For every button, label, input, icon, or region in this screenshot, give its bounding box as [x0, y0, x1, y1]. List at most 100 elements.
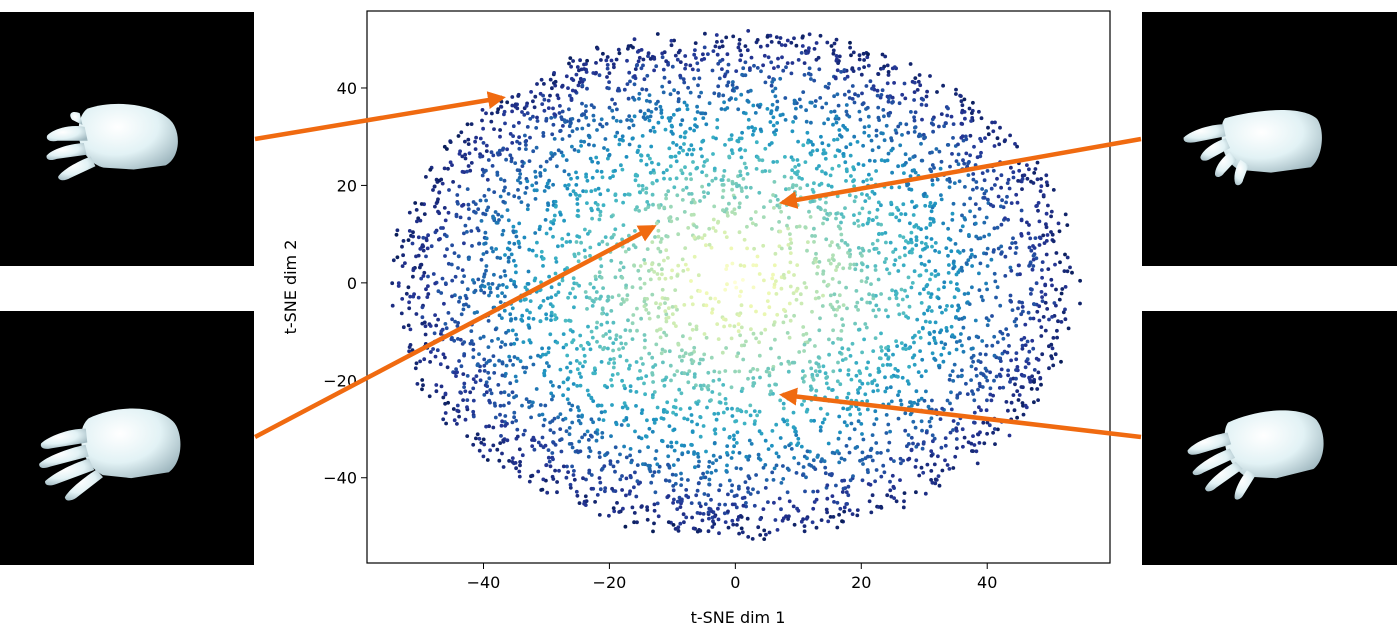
scatter-point: [628, 453, 632, 458]
scatter-point: [860, 478, 865, 483]
scatter-point: [979, 150, 983, 155]
scatter-point: [520, 313, 525, 318]
scatter-point: [628, 389, 633, 393]
scatter-point: [887, 271, 892, 276]
scatter-point: [1049, 277, 1054, 282]
scatter-point: [736, 351, 741, 356]
scatter-point: [612, 509, 617, 514]
scatter-point: [1031, 316, 1036, 321]
scatter-point: [764, 478, 769, 482]
scatter-point: [555, 480, 559, 484]
scatter-point: [563, 183, 568, 188]
scatter-point: [667, 349, 672, 354]
scatter-point: [498, 128, 502, 132]
scatter-point: [603, 235, 608, 240]
scatter-point: [928, 201, 933, 205]
scatter-point: [446, 311, 451, 315]
scatter-point: [771, 193, 775, 197]
scatter-point: [914, 223, 919, 227]
scatter-point: [681, 188, 685, 192]
scatter-point: [1005, 350, 1010, 355]
scatter-point: [673, 527, 678, 531]
scatter-point: [496, 383, 501, 387]
scatter-point: [805, 183, 810, 188]
scatter-point: [754, 336, 758, 341]
scatter-point: [692, 76, 696, 81]
scatter-point: [576, 405, 580, 410]
scatter-point: [918, 83, 923, 88]
scatter-point: [705, 470, 710, 475]
scatter-point: [595, 403, 600, 408]
scatter-point: [738, 48, 743, 53]
scatter-point: [536, 353, 540, 358]
scatter-point: [767, 291, 771, 296]
scatter-point: [1034, 356, 1039, 361]
scatter-point: [443, 218, 448, 223]
scatter-point: [886, 99, 891, 104]
scatter-point: [666, 494, 671, 498]
scatter-point: [805, 449, 810, 454]
scatter-point: [533, 175, 538, 179]
scatter-point: [732, 195, 737, 200]
scatter-point: [456, 337, 460, 341]
scatter-point: [936, 272, 941, 277]
scatter-point: [862, 65, 866, 69]
scatter-point: [653, 235, 657, 239]
scatter-point: [424, 254, 428, 259]
scatter-point: [783, 43, 788, 48]
scatter-point: [707, 242, 712, 247]
scatter-point: [502, 188, 506, 193]
scatter-point: [768, 120, 773, 124]
scatter-point: [518, 172, 523, 176]
scatter-point: [456, 266, 460, 270]
scatter-point: [672, 88, 676, 93]
scatter-point: [825, 496, 830, 501]
scatter-point: [678, 407, 683, 411]
scatter-point: [729, 133, 734, 138]
scatter-point: [499, 105, 504, 109]
scatter-point: [844, 490, 849, 495]
scatter-point: [476, 277, 481, 282]
scatter-point: [835, 57, 839, 62]
scatter-point: [691, 359, 696, 364]
scatter-point: [726, 178, 731, 183]
scatter-point: [781, 406, 786, 411]
scatter-point: [1003, 254, 1008, 259]
scatter-point: [713, 229, 718, 233]
scatter-point: [690, 67, 695, 72]
scatter-point: [442, 301, 446, 306]
scatter-point: [491, 249, 495, 254]
scatter-point: [510, 420, 515, 425]
scatter-point: [463, 152, 467, 157]
scatter-point: [582, 501, 586, 506]
scatter-point: [868, 448, 873, 452]
scatter-point: [927, 204, 932, 209]
scatter-point: [595, 128, 599, 132]
scatter-point: [523, 133, 527, 138]
scatter-point: [671, 132, 675, 136]
scatter-point: [609, 258, 614, 263]
scatter-point: [792, 522, 797, 527]
scatter-point: [724, 469, 729, 473]
scatter-point: [757, 409, 762, 414]
scatter-point: [507, 354, 512, 359]
scatter-point: [737, 37, 742, 42]
scatter-point: [948, 373, 953, 378]
scatter-point: [686, 226, 691, 230]
scatter-point: [613, 192, 618, 197]
scatter-point: [508, 381, 513, 386]
scatter-point: [606, 346, 610, 351]
scatter-point: [570, 445, 575, 450]
scatter-point: [573, 295, 577, 300]
scatter-point: [878, 356, 883, 361]
scatter-point: [593, 500, 597, 504]
scatter-point: [887, 440, 892, 445]
scatter-point: [995, 136, 1000, 141]
scatter-point: [484, 380, 489, 385]
scatter-point: [599, 410, 604, 415]
scatter-point: [975, 461, 980, 466]
scatter-point: [671, 523, 676, 527]
scatter-point: [511, 224, 516, 229]
scatter-point: [1035, 309, 1040, 314]
scatter-point: [723, 143, 727, 147]
